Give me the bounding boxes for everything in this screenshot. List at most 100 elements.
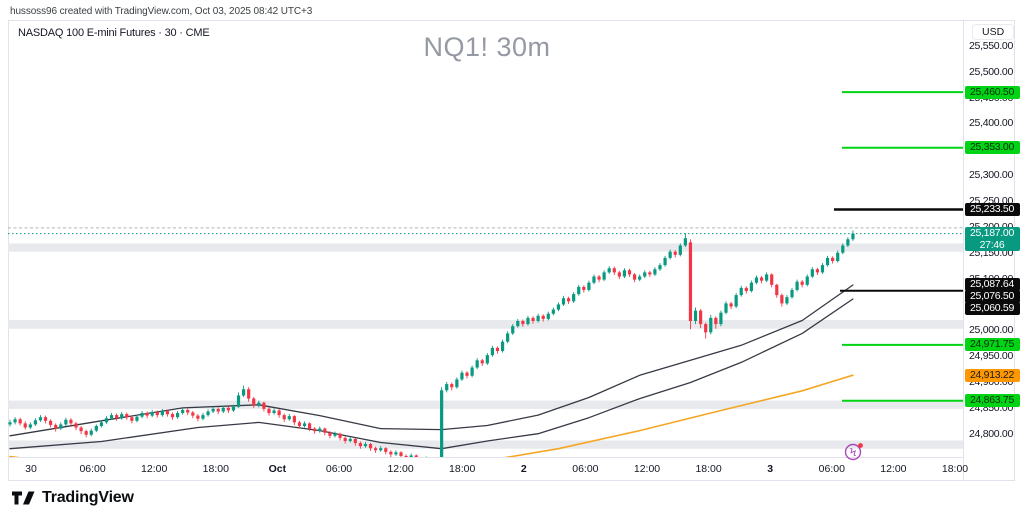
candle [262, 402, 266, 409]
candle [109, 415, 114, 419]
time-axis-label: 18:00 [449, 463, 476, 475]
candle [308, 423, 312, 429]
candle [577, 286, 581, 295]
currency-label[interactable]: USD [972, 24, 1015, 40]
tradingview-brand[interactable]: TradingView [42, 489, 134, 506]
candle [206, 411, 210, 416]
candle [38, 417, 43, 421]
candle [460, 372, 464, 380]
price-tick-label: 25,300.00 [969, 169, 1014, 182]
candle [526, 317, 530, 325]
candle [566, 298, 571, 302]
candle [33, 420, 37, 425]
candle [749, 282, 753, 291]
price-level-badge: 24,913.22 [964, 368, 1020, 382]
price-level-badge: 25,060.59 [964, 302, 1020, 316]
candle [343, 437, 347, 441]
price-level-badge: 25,460.50 [964, 85, 1020, 99]
price-tick-label: 25,500.00 [969, 65, 1014, 78]
candle [729, 303, 733, 307]
candle [770, 274, 774, 285]
candle [394, 452, 398, 455]
candle [384, 448, 388, 452]
plot-area[interactable] [8, 227, 963, 464]
candle [54, 424, 58, 429]
candle [653, 269, 657, 275]
candle [470, 367, 474, 376]
price-tick-label: 24,800.00 [969, 427, 1014, 440]
candle [201, 415, 205, 419]
candle [820, 265, 825, 273]
candle [399, 452, 403, 456]
candle [358, 443, 362, 447]
candle [551, 309, 555, 314]
candle [643, 272, 647, 277]
time-axis[interactable]: 30 06:00 12:00 18:00 Oct 06:00 12:00 18:00 2 06:0… [8, 457, 968, 481]
candle [500, 341, 505, 351]
candle [74, 423, 78, 428]
candle [445, 384, 449, 391]
candle [414, 455, 418, 457]
candle [409, 455, 413, 457]
candle [120, 414, 124, 419]
time-axis-label: 12:00 [880, 463, 907, 475]
candle [221, 407, 225, 412]
candle [89, 430, 93, 435]
candle [226, 407, 230, 411]
candle [678, 245, 682, 255]
candle [181, 409, 185, 414]
candle [277, 410, 281, 416]
footer: TradingView [12, 489, 134, 507]
candle [683, 238, 687, 246]
candle [8, 422, 12, 425]
candle [800, 281, 804, 285]
candle [475, 360, 479, 368]
candle [719, 312, 723, 325]
candle [759, 277, 764, 281]
price-axis[interactable]: USD 25,550.0025,500.0025,450.0025,400.00… [963, 20, 1024, 481]
time-axis-label: 30 [25, 463, 37, 475]
candle [59, 424, 63, 429]
ma-orange-line [503, 374, 854, 457]
candle [115, 415, 119, 419]
candle [368, 444, 373, 449]
candle [84, 431, 88, 435]
time-axis-label: 2 [520, 463, 527, 475]
time-axis-label: 06:00 [79, 463, 106, 475]
candle [145, 413, 149, 416]
strategy-lightning-icon[interactable]: Ϟ [843, 441, 865, 463]
candle [597, 276, 601, 280]
time-axis-label: 3 [767, 463, 774, 475]
tradingview-logo-icon[interactable] [12, 490, 35, 507]
candle [353, 438, 357, 444]
candle [252, 398, 256, 406]
candle [810, 269, 814, 277]
time-axis-label: 06:00 [572, 463, 599, 475]
candle [155, 412, 159, 416]
candle [511, 326, 515, 334]
price-level-badge: 24,863.75 [964, 394, 1020, 408]
candle [282, 415, 286, 420]
candle [348, 438, 352, 441]
candle [328, 432, 332, 436]
candle [541, 315, 545, 319]
candle [815, 269, 820, 273]
candle [632, 274, 637, 280]
symbol-legend[interactable]: NASDAQ 100 E-mini Futures · 30 · CME [18, 27, 210, 39]
candle [140, 413, 144, 417]
candle [704, 324, 708, 333]
candle [658, 265, 662, 270]
candle [506, 333, 510, 342]
price-tick-label: 25,000.00 [969, 324, 1014, 337]
candle [851, 233, 855, 240]
candle [287, 416, 291, 420]
zone-band [8, 319, 963, 329]
candle [455, 379, 459, 388]
candle [582, 286, 586, 290]
candle [191, 412, 195, 416]
candle [64, 419, 68, 425]
candle [795, 281, 799, 290]
candle [302, 423, 307, 426]
